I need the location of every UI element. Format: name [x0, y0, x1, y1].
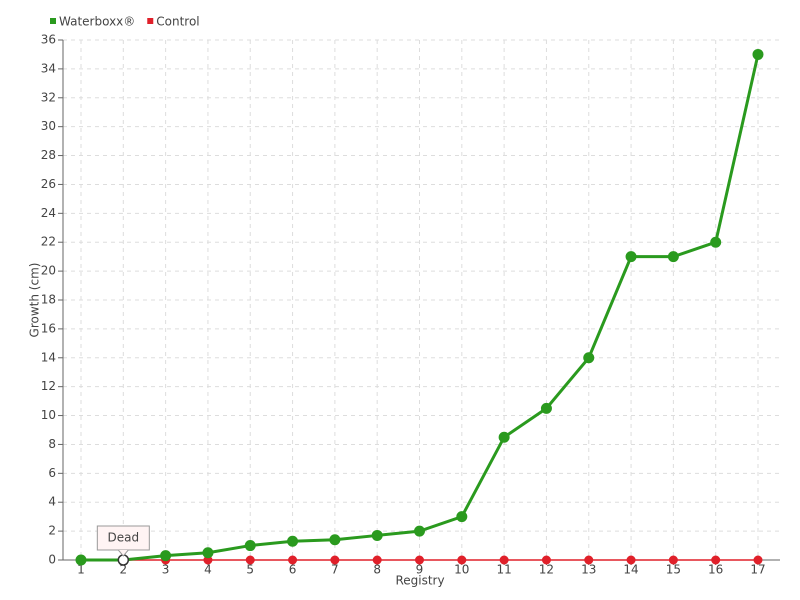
x-tick-label: 13 — [581, 563, 596, 577]
y-tick-label: 2 — [48, 524, 56, 538]
y-tick-label: 10 — [41, 408, 56, 422]
y-tick-label: 8 — [48, 437, 56, 451]
data-point — [415, 555, 424, 565]
data-point — [456, 511, 468, 523]
annotation-box — [96, 525, 150, 551]
data-point — [540, 402, 552, 414]
y-tick-label: 30 — [41, 119, 56, 133]
data-point — [583, 352, 595, 364]
data-point — [584, 555, 594, 565]
y-tick-label: 28 — [41, 148, 56, 162]
y-tick-label: 16 — [41, 321, 56, 335]
data-point — [710, 236, 722, 248]
data-point — [75, 554, 87, 566]
x-tick-label: 11 — [496, 563, 511, 577]
x-tick-label: 2 — [119, 563, 127, 577]
y-tick-label: 26 — [41, 177, 56, 191]
y-tick-label: 6 — [48, 466, 56, 480]
legend-label: Control — [156, 15, 199, 29]
data-point — [752, 48, 764, 60]
data-point — [244, 540, 256, 552]
data-point — [457, 555, 467, 565]
x-tick-label: 17 — [750, 563, 765, 577]
y-tick-label: 24 — [41, 206, 56, 220]
x-axis-label: Registry — [395, 574, 444, 588]
data-point — [330, 555, 340, 565]
data-point — [202, 547, 214, 559]
y-axis-label: Growth (cm) — [28, 263, 42, 338]
data-point — [711, 555, 721, 565]
y-tick-label: 22 — [41, 235, 56, 249]
y-tick-label: 18 — [41, 293, 56, 307]
data-point — [288, 555, 298, 565]
legend-swatch — [50, 18, 56, 24]
x-tick-label: 3 — [162, 563, 170, 577]
x-tick-label: 9 — [416, 563, 424, 577]
data-point — [626, 555, 636, 565]
x-tick-label: 6 — [289, 563, 297, 577]
legend-swatch — [147, 18, 154, 24]
data-point — [414, 525, 425, 537]
y-tick-label: 32 — [41, 90, 56, 104]
data-point — [160, 550, 172, 562]
y-tick-label: 4 — [48, 495, 56, 509]
data-point — [753, 555, 763, 565]
data-point — [287, 535, 299, 547]
y-tick-label: 0 — [48, 553, 56, 567]
data-point — [625, 251, 637, 263]
legend-label: Waterboxx® — [59, 15, 135, 29]
y-tick-label: 12 — [41, 379, 56, 393]
x-tick-label: 7 — [331, 563, 339, 577]
y-tick-label: 36 — [41, 33, 56, 47]
y-tick-label: 14 — [41, 350, 56, 364]
data-point — [372, 555, 382, 565]
x-tick-label: 16 — [708, 563, 723, 577]
x-tick-label: 4 — [204, 563, 212, 577]
y-tick-label: 34 — [41, 61, 56, 75]
annotation: Dead — [108, 531, 140, 545]
x-tick-label: 5 — [246, 563, 254, 577]
data-point — [668, 555, 678, 565]
x-tick-label: 12 — [539, 563, 554, 577]
annotation-pointer — [117, 549, 129, 557]
data-point — [667, 251, 679, 263]
data-point — [371, 529, 383, 541]
data-point — [541, 555, 551, 565]
x-tick-label: 10 — [454, 563, 469, 577]
x-tick-label: 1 — [77, 563, 85, 577]
data-point — [499, 555, 509, 565]
y-tick-label: 20 — [41, 264, 56, 278]
data-point — [498, 431, 510, 443]
data-point — [245, 555, 255, 565]
x-tick-label: 14 — [623, 563, 638, 577]
x-tick-label: 15 — [666, 563, 681, 577]
x-tick-label: 8 — [373, 563, 381, 577]
data-point — [329, 534, 341, 546]
